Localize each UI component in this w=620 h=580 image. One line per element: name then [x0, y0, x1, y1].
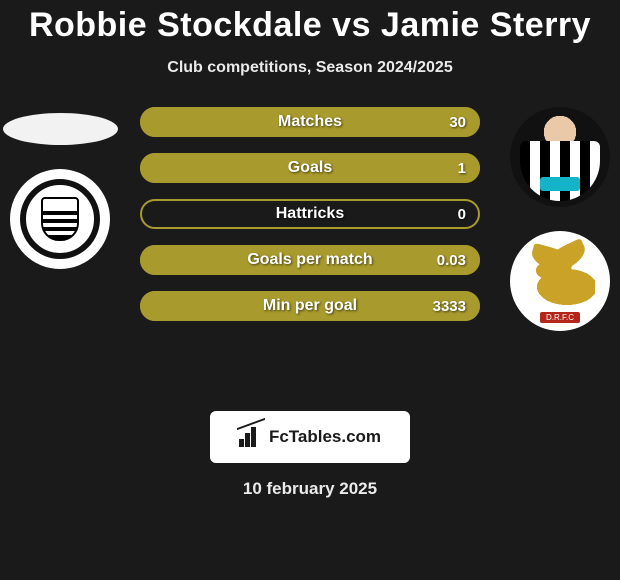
stat-label: Goals per match	[247, 251, 372, 269]
club-badge-right: D.R.F.C	[510, 231, 610, 331]
stat-value: 3333	[433, 298, 466, 315]
stat-label: Hattricks	[276, 205, 344, 223]
crest-ribbon: D.R.F.C	[540, 312, 580, 323]
stat-bar-goals: Goals 1	[140, 153, 480, 183]
stat-label: Min per goal	[263, 297, 357, 315]
stat-bar-mpg: Min per goal 3333	[140, 291, 480, 321]
stat-label: Matches	[278, 113, 342, 131]
jersey-icon	[520, 141, 600, 201]
stat-value: 1	[458, 160, 466, 177]
brand-text: FcTables.com	[269, 427, 381, 447]
bird-crest-icon	[525, 254, 595, 309]
stat-bar-hattricks: Hattricks 0	[140, 199, 480, 229]
grimsby-crest-icon	[20, 179, 100, 259]
page-title: Robbie Stockdale vs Jamie Sterry	[0, 0, 620, 45]
stat-value: 0	[458, 206, 466, 223]
stat-value: 30	[449, 114, 466, 131]
stat-value: 0.03	[437, 252, 466, 269]
left-column	[0, 107, 120, 269]
right-column: D.R.F.C	[500, 107, 620, 331]
subtitle: Club competitions, Season 2024/2025	[0, 59, 620, 77]
stat-label: Goals	[288, 159, 332, 177]
stat-bars: Matches 30 Goals 1 Hattricks 0 Goals per…	[140, 107, 480, 321]
stat-bar-matches: Matches 30	[140, 107, 480, 137]
fctables-logo-icon	[239, 427, 263, 447]
player2-photo	[510, 107, 610, 207]
player1-photo-placeholder	[3, 113, 118, 145]
club-badge-left	[10, 169, 110, 269]
stat-bar-gpm: Goals per match 0.03	[140, 245, 480, 275]
date-text: 10 february 2025	[0, 479, 620, 499]
brand-card[interactable]: FcTables.com	[210, 411, 410, 463]
comparison-panel: D.R.F.C Matches 30 Goals 1 Hattricks 0 G…	[0, 107, 620, 387]
